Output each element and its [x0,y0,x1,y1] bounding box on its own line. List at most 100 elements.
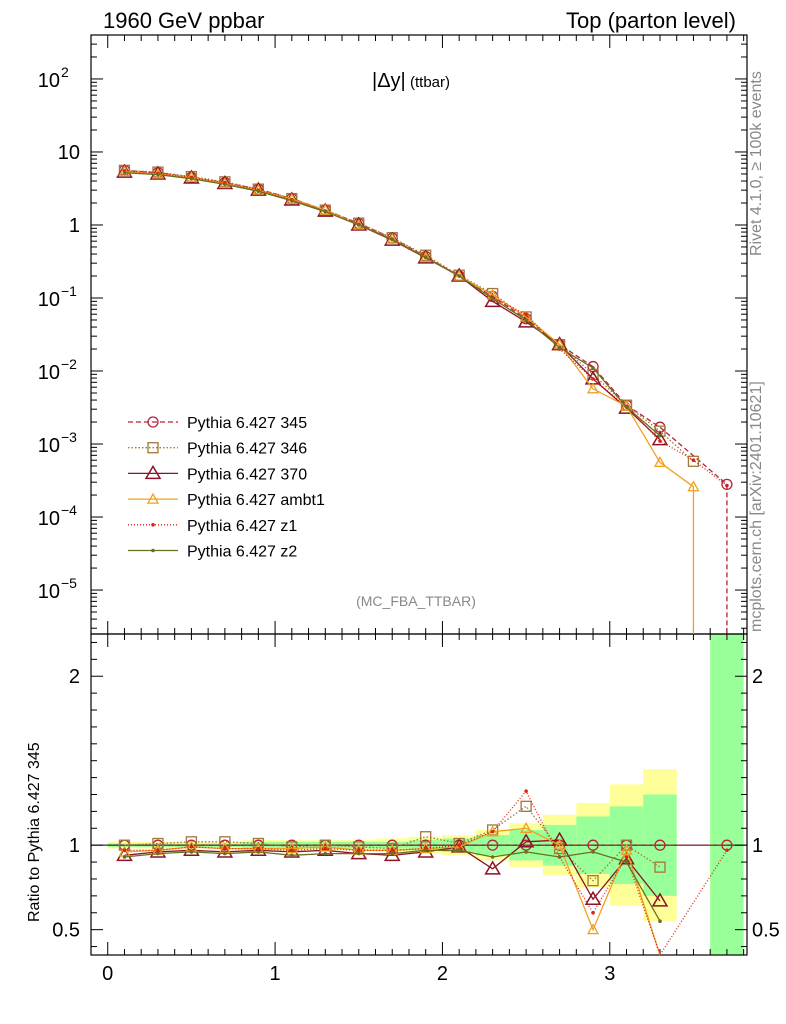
data-point [319,203,332,215]
ratio-point [122,848,127,853]
ratio-point [557,855,562,859]
ratio-point [524,789,528,793]
y-tick-label: 10 [38,581,60,603]
data-point [524,318,528,322]
data-point [591,377,595,381]
analysis-label: (MC_FBA_TTBAR) [356,593,476,609]
legend-label: Pythia 6.427 z1 [187,518,297,535]
data-point [223,182,227,187]
ratio-point [457,843,461,847]
legend-marker [146,492,160,504]
ratio-point [290,848,294,853]
legend-marker [151,523,155,527]
ratio-y-tick-label-right: 1 [752,835,763,857]
ratio-point [624,855,629,859]
ratio-point [223,851,227,856]
y-tick-exponent: −2 [61,356,77,372]
data-point [586,382,600,394]
legend-label: Pythia 6.427 345 [187,415,307,432]
legend-marker [144,464,162,480]
ratio-y-tick-label-right: 2 [752,666,763,688]
data-point [691,458,696,463]
data-point [285,192,298,204]
ratio-point [323,846,328,851]
ratio-point [156,848,160,853]
series-line-2 [124,171,661,441]
data-point [453,269,466,281]
data-point [419,251,432,263]
series-line-4 [124,170,728,487]
data-point [651,431,669,446]
ratio-point [620,843,633,855]
ratio-point [486,839,499,851]
data-point [591,366,595,370]
data-point [356,223,361,227]
data-point [450,267,468,282]
ratio-y-tick-label: 0.5 [52,920,80,942]
ratio-point [654,839,666,851]
y-tick-label: 10 [38,508,60,530]
side-label-mcplots: mcplots.cern.ch [arXiv:2401.10621] [748,381,765,632]
ratio-point [122,855,127,859]
y-tick-exponent: −3 [61,429,77,445]
legend-marker [151,548,155,553]
y-tick-label: 10 [38,70,60,92]
data-point [490,296,495,301]
ratio-point [490,855,495,859]
data-point [290,198,294,203]
ratio-point [519,821,533,833]
x-tick-label: 3 [604,963,615,985]
ratio-point [390,851,395,856]
ratio-point [520,800,532,812]
ratio-y-axis-label: Ratio to Pythia 6.427 345 [26,742,43,922]
y-tick-label: 1 [69,215,80,237]
ratio-point [587,875,599,887]
plot-title: |Δy| [372,70,406,92]
ratio-point [356,848,361,853]
series-line-0 [124,169,728,485]
ratio-point [156,851,160,856]
data-point [620,399,633,411]
ratio-point [419,842,432,854]
data-point [122,170,127,175]
ratio-point [319,840,332,852]
y-tick-exponent: −4 [61,502,77,518]
ratio-point [423,848,428,853]
data-point [658,439,662,443]
ratio-point [586,923,600,935]
legend-marker [147,416,159,428]
ratio-point [484,860,501,875]
ratio-point [591,910,595,915]
y-tick-label: 10 [38,289,60,311]
data-point [417,249,434,264]
plot-title-sub: (ttbar) [410,74,450,91]
ratio-point [658,919,662,924]
side-label-rivet: Rivet 4.1.0, ≥ 100k events [748,71,765,256]
ratio-point [256,850,261,854]
ratio-point [624,860,629,864]
ratio-point [584,890,602,905]
legend-label: Pythia 6.427 z2 [187,544,297,561]
y-tick-exponent: −5 [61,575,77,591]
ratio-point [356,851,361,856]
ratio-line-4 [124,789,728,957]
ratio-point [420,831,432,843]
ratio-point [486,824,499,836]
ratio-point [654,861,666,873]
ratio-y-tick-label-right: 0.5 [752,920,780,942]
header-right-title: Top (parton level) [566,8,736,33]
ratio-point [256,846,261,851]
ratio-point [290,853,294,858]
data-point [156,172,160,177]
legend-label: Pythia 6.427 370 [187,466,307,483]
ratio-point [457,848,461,853]
data-point [323,209,328,214]
y-tick-exponent: −1 [61,283,77,299]
y-tick-label: 10 [38,435,60,457]
data-point [687,455,700,467]
ratio-band-green [710,634,744,955]
legend-label: Pythia 6.427 346 [187,441,307,458]
ratio-point [486,825,499,837]
data-point [658,433,662,438]
